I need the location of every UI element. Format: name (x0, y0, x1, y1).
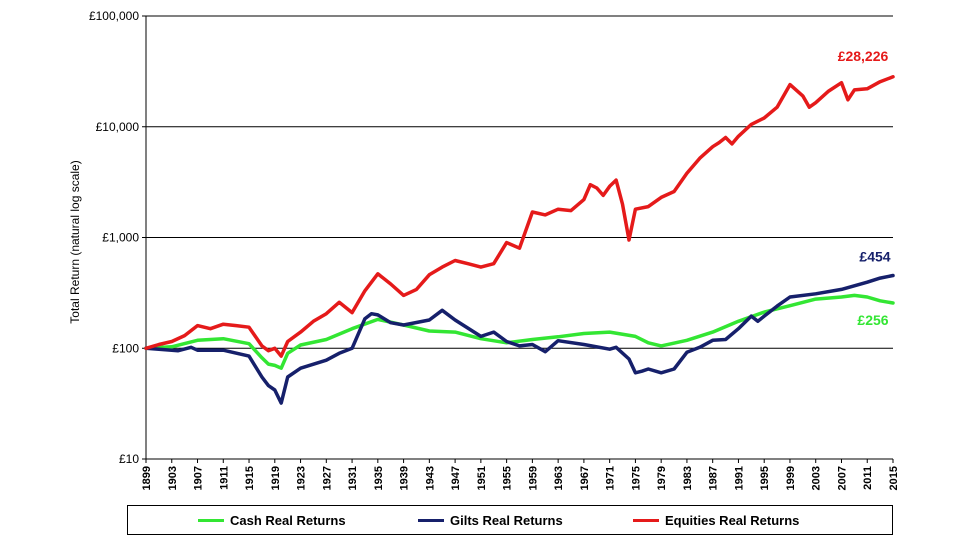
x-tick-label: 1959 (527, 466, 539, 490)
legend-label-equities: Equities Real Returns (665, 513, 800, 528)
x-tick-label: 2011 (862, 466, 874, 490)
legend-swatch-gilts (418, 519, 444, 522)
y-tick-label: £10,000 (96, 120, 140, 134)
x-tick-label: 2015 (888, 466, 900, 490)
y-tick-label: £1,000 (102, 231, 139, 245)
x-tick-label: 1935 (373, 466, 385, 490)
series-end-label-0: £256 (857, 312, 888, 328)
y-tick-label: £100 (112, 341, 139, 355)
x-tick-label: 1963 (553, 466, 565, 490)
y-axis-ticks: £10 £100 £1,000 £10,000 £100,000 (89, 9, 146, 466)
x-tick-label: 1923 (296, 466, 308, 490)
x-tick-label: 1939 (399, 466, 411, 490)
x-tick-label: 1907 (193, 466, 205, 490)
x-tick-label: 1999 (785, 466, 797, 490)
y-axis-label: Total Return (natural log scale) (68, 160, 82, 323)
legend-label-cash: Cash Real Returns (230, 513, 346, 528)
x-tick-label: 1903 (167, 466, 179, 490)
legend-item-gilts: Gilts Real Returns (418, 513, 563, 528)
x-tick-label: 1991 (733, 466, 745, 490)
x-tick-label: 1919 (270, 466, 282, 490)
x-tick-label: 1899 (141, 466, 153, 490)
legend-label-gilts: Gilts Real Returns (450, 513, 563, 528)
legend-item-cash: Cash Real Returns (198, 513, 346, 528)
x-tick-label: 1927 (321, 466, 333, 490)
y-tick-label: £10 (119, 452, 139, 466)
series-line-0 (144, 293, 895, 370)
x-tick-label: 1915 (244, 466, 256, 490)
x-tick-label: 1967 (579, 466, 591, 490)
x-tick-label: 1947 (450, 466, 462, 490)
x-axis-ticks: 1899 1903 1907 1911 1915 1919 1923 1927 1931 1935… (141, 459, 900, 490)
series-lines (144, 75, 895, 405)
series-end-label-2: £28,226 (838, 48, 889, 64)
gridlines (145, 15, 893, 460)
x-tick-label: 1951 (476, 466, 488, 490)
x-tick-label: 1995 (759, 466, 771, 490)
legend-swatch-equities (633, 519, 659, 522)
x-tick-label: 1911 (218, 466, 230, 490)
x-tick-label: 1955 (502, 466, 514, 490)
x-tick-label: 1979 (656, 466, 668, 490)
x-tick-label: 1943 (424, 466, 436, 490)
series-end-labels: £256 £454 £28,226 (838, 48, 891, 328)
x-tick-label: 2007 (836, 466, 848, 490)
series-line-2 (144, 75, 895, 358)
legend-item-equities: Equities Real Returns (633, 513, 799, 528)
legend: Cash Real Returns Gilts Real Returns Equ… (127, 505, 893, 535)
x-tick-label: 2003 (811, 466, 823, 490)
y-tick-label: £100,000 (89, 9, 139, 23)
x-tick-label: 1971 (605, 466, 617, 490)
x-tick-label: 1987 (708, 466, 720, 490)
x-tick-label: 1983 (682, 466, 694, 490)
series-line-1 (144, 273, 895, 405)
legend-swatch-cash (198, 519, 224, 522)
series-end-label-1: £454 (859, 248, 890, 264)
x-tick-label: 1975 (630, 466, 642, 490)
x-tick-label: 1931 (347, 466, 359, 490)
